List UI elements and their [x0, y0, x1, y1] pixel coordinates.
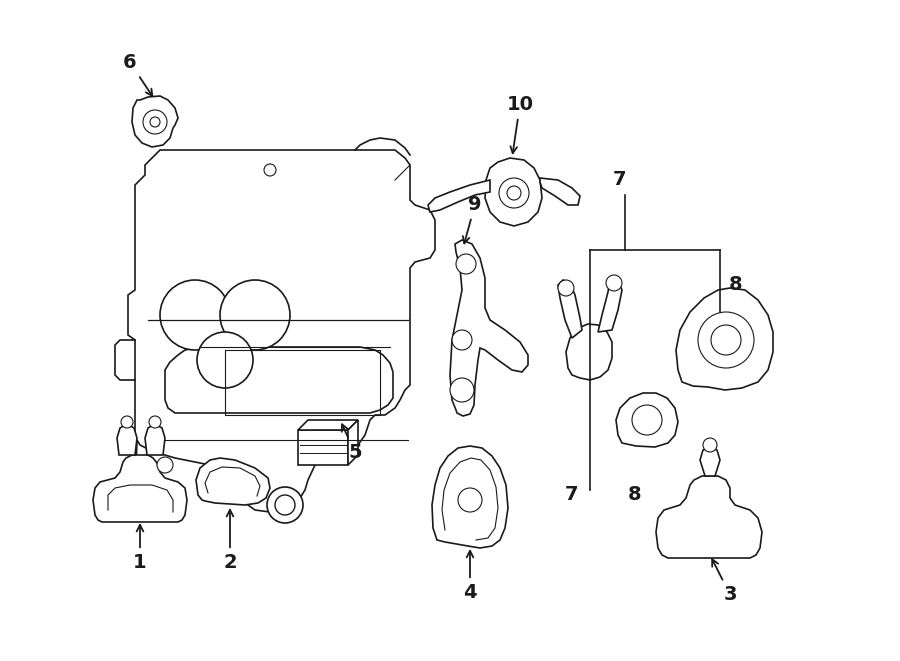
- Polygon shape: [540, 178, 580, 205]
- Polygon shape: [656, 476, 762, 558]
- Polygon shape: [616, 393, 678, 447]
- Circle shape: [143, 110, 167, 134]
- Text: 3: 3: [712, 559, 737, 604]
- Circle shape: [458, 488, 482, 512]
- Text: 6: 6: [123, 53, 152, 96]
- Text: 8: 8: [729, 275, 742, 294]
- Text: 2: 2: [223, 510, 237, 572]
- Polygon shape: [700, 447, 720, 476]
- Polygon shape: [132, 96, 178, 147]
- Circle shape: [149, 416, 161, 428]
- Circle shape: [711, 325, 741, 355]
- Circle shape: [275, 495, 295, 515]
- Circle shape: [558, 280, 574, 296]
- Polygon shape: [196, 458, 270, 505]
- Circle shape: [456, 254, 476, 274]
- Circle shape: [150, 117, 160, 127]
- Circle shape: [499, 178, 529, 208]
- Text: 7: 7: [565, 485, 579, 504]
- Circle shape: [606, 275, 622, 291]
- Polygon shape: [117, 424, 137, 455]
- Circle shape: [121, 416, 133, 428]
- Text: 9: 9: [463, 195, 482, 243]
- Polygon shape: [566, 324, 612, 380]
- Circle shape: [507, 186, 521, 200]
- Circle shape: [698, 312, 754, 368]
- Polygon shape: [598, 280, 622, 332]
- Polygon shape: [298, 420, 358, 430]
- Circle shape: [160, 280, 230, 350]
- FancyBboxPatch shape: [298, 430, 348, 465]
- Circle shape: [264, 164, 276, 176]
- Text: 7: 7: [613, 170, 626, 189]
- Polygon shape: [558, 280, 582, 338]
- Circle shape: [157, 457, 173, 473]
- Polygon shape: [348, 420, 358, 465]
- Polygon shape: [450, 240, 528, 416]
- Text: 4: 4: [464, 551, 477, 602]
- Polygon shape: [165, 347, 393, 413]
- Polygon shape: [128, 150, 435, 512]
- Text: 8: 8: [628, 485, 642, 504]
- Polygon shape: [485, 158, 542, 226]
- Circle shape: [197, 332, 253, 388]
- Circle shape: [632, 405, 662, 435]
- Circle shape: [452, 330, 472, 350]
- Circle shape: [220, 280, 290, 350]
- Text: 5: 5: [342, 424, 362, 462]
- Circle shape: [267, 487, 303, 523]
- Text: 10: 10: [507, 95, 534, 153]
- Circle shape: [703, 438, 717, 452]
- Polygon shape: [145, 424, 165, 455]
- Polygon shape: [676, 288, 773, 390]
- Polygon shape: [93, 455, 187, 522]
- Text: 1: 1: [133, 525, 147, 572]
- Polygon shape: [428, 180, 490, 212]
- Polygon shape: [432, 446, 508, 548]
- Circle shape: [450, 378, 474, 402]
